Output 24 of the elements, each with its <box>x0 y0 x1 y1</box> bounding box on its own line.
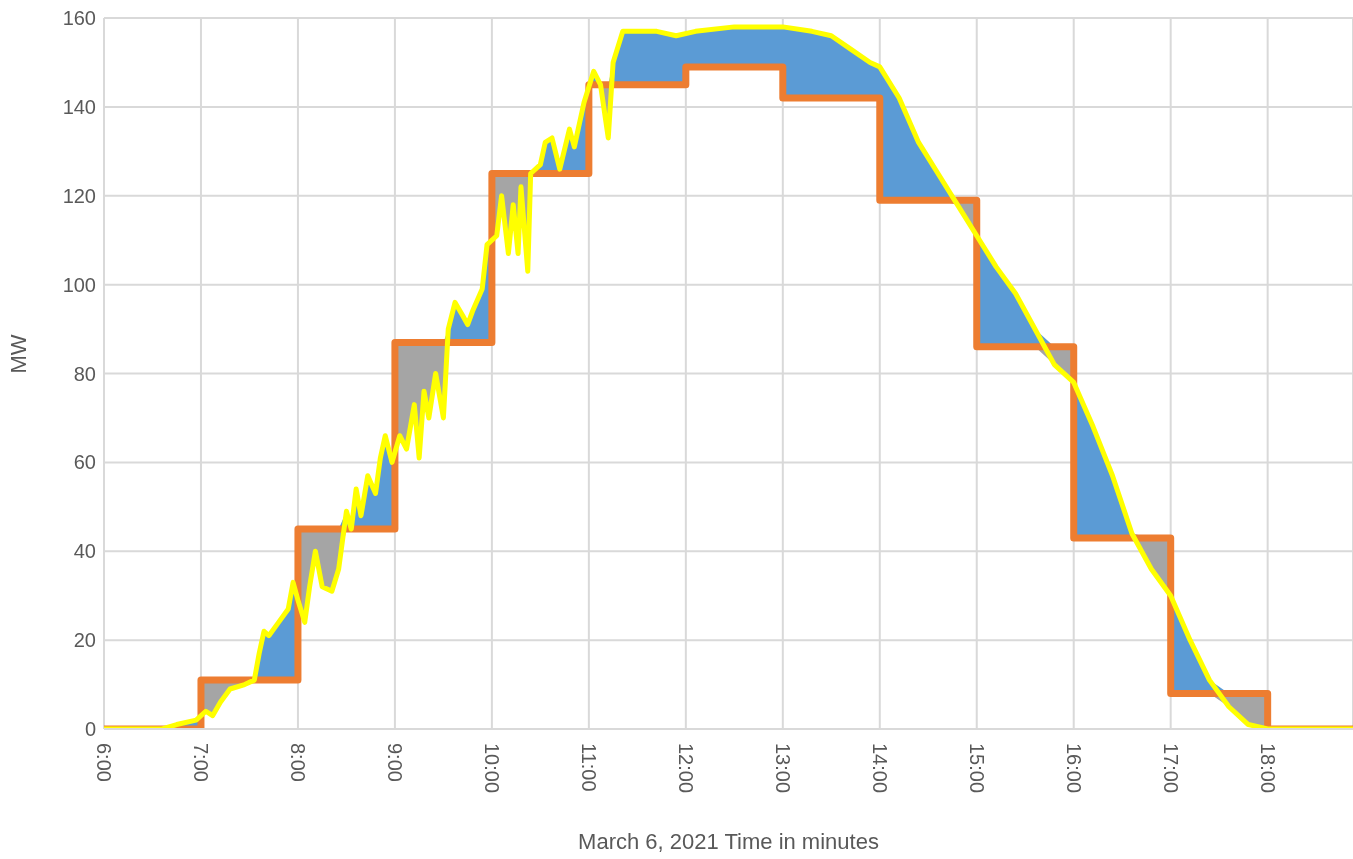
x-tick-label: 18:00 <box>1256 743 1279 794</box>
y-tick-label: 140 <box>62 95 96 118</box>
y-tick-label: 160 <box>62 7 96 30</box>
x-tick-label: 10:00 <box>480 743 503 794</box>
y-tick-label: 120 <box>62 184 96 207</box>
y-axis-title: MW <box>5 334 31 374</box>
x-tick-label: 11:00 <box>577 743 600 792</box>
x-tick-label: 6:00 <box>93 743 115 782</box>
x-tick-label: 9:00 <box>383 743 406 782</box>
x-tick-label: 15:00 <box>965 743 988 794</box>
x-tick-label: 7:00 <box>189 743 212 782</box>
y-tick-label: 80 <box>73 362 96 385</box>
x-tick-label: 17:00 <box>1159 743 1182 794</box>
x-tick-label: 16:00 <box>1062 743 1085 794</box>
y-tick-label: 100 <box>62 273 96 296</box>
x-tick-label: 12:00 <box>674 743 697 794</box>
y-tick-label: 40 <box>73 540 96 563</box>
y-tick-label: 20 <box>73 629 96 652</box>
y-tick-label: 60 <box>73 451 96 474</box>
x-tick-label: 14:00 <box>868 743 891 794</box>
y-tick-label: 0 <box>84 718 96 741</box>
x-tick-label: 13:00 <box>771 743 794 794</box>
x-axis-title: March 6, 2021 Time in minutes <box>578 829 879 854</box>
x-tick-label: 8:00 <box>286 743 309 782</box>
